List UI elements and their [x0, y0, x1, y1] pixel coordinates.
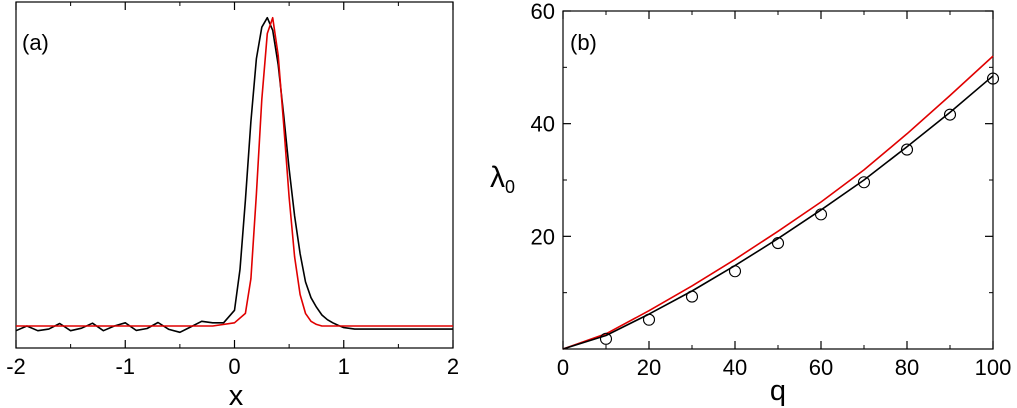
panel-b-series — [562, 55, 1000, 350]
panel-a-x-tick-label: 2 — [447, 354, 459, 379]
panel-b-y-tick-label: 20 — [531, 224, 555, 249]
panel-a-x-tick-label: 1 — [338, 354, 350, 379]
panel-b-data-point — [986, 72, 1000, 85]
panel-b-y-axis-subscript: 0 — [505, 177, 515, 197]
panel-b-x-tick-label: 80 — [895, 355, 919, 380]
panel-a-ticks: -2 -1 0 1 2 — [6, 2, 459, 379]
panel-b-series-line-1 — [562, 75, 994, 350]
panel-a-label: (a) — [22, 30, 49, 55]
panel-b-data-point — [599, 332, 613, 345]
panel-b-frame — [562, 10, 994, 350]
panel-b-data-point — [943, 108, 957, 121]
panel-a: (a) x -2 -1 0 1 2 — [6, 1, 459, 408]
panel-b-data-point — [685, 290, 699, 303]
panel-b-x-tick-label: 100 — [975, 355, 1012, 380]
panel-a-x-axis-label: x — [229, 380, 244, 408]
panel-b-y-tick-label: 60 — [531, 0, 555, 24]
panel-a-frame — [15, 1, 454, 349]
panel-b-data-point — [900, 143, 914, 156]
panel-b-data-point — [771, 237, 785, 250]
panel-b-data-point — [642, 313, 656, 326]
panel-b-x-axis-label: q — [770, 375, 786, 407]
panel-b-x-tick-label: 20 — [637, 355, 661, 380]
panel-b-series-line-0 — [562, 55, 994, 350]
panel-a-series-line-1 — [16, 16, 453, 327]
panel-a-x-tick-label: -1 — [115, 354, 135, 379]
panel-b-x-tick-label: 0 — [557, 355, 569, 380]
panel-b-y-axis-label: λ0 — [490, 161, 515, 197]
panel-b-data-point — [728, 265, 742, 278]
panel-a-series — [15, 16, 453, 334]
panel-b-label: (b) — [570, 30, 597, 55]
panel-b-x-tick-label: 60 — [809, 355, 833, 380]
panel-b-data-point — [857, 176, 871, 189]
panel-b-data-point — [814, 208, 828, 221]
panel-b-y-tick-label: 40 — [531, 112, 555, 137]
panel-b-x-tick-label: 40 — [723, 355, 747, 380]
panel-b-y-axis-symbol: λ — [490, 161, 505, 194]
panel-a-x-tick-label: 0 — [228, 354, 240, 379]
panel-a-series-line-0 — [15, 16, 453, 334]
panel-a-x-tick-label: -2 — [6, 354, 26, 379]
panel-b-ticks: 0 20 40 60 80 100 20 40 60 — [531, 0, 1012, 380]
